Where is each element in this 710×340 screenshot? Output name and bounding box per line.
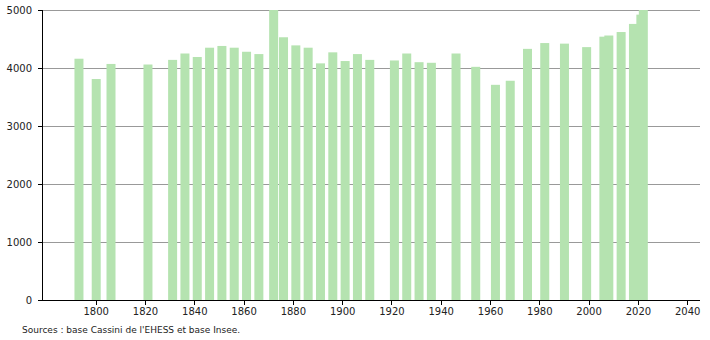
bar <box>415 62 424 300</box>
x-tick <box>539 300 540 305</box>
bar <box>92 79 101 300</box>
y-tick <box>38 184 42 185</box>
y-tick-label: 2000 <box>7 179 32 190</box>
x-tick-label: 1820 <box>133 306 158 317</box>
x-tick-label: 1980 <box>527 306 552 317</box>
y-tick-label: 5000 <box>7 5 32 16</box>
bar <box>365 60 374 300</box>
x-tick-label: 1840 <box>182 306 207 317</box>
y-tick <box>38 126 42 127</box>
y-tick-label: 1000 <box>7 237 32 248</box>
chart-svg: 0 1000 2000 3000 4000 5000 1800 1820 1840 1860 188… <box>0 0 710 340</box>
bar <box>560 44 569 300</box>
x-tick <box>490 300 491 305</box>
bar <box>316 63 325 300</box>
bar <box>193 57 202 300</box>
bar <box>617 32 626 300</box>
x-tick-label: 2020 <box>626 306 651 317</box>
bar <box>582 47 591 300</box>
bars <box>74 10 647 300</box>
x-tick-label: 1960 <box>478 306 503 317</box>
bar <box>491 85 500 300</box>
x-tick-label: 1880 <box>281 306 306 317</box>
bar <box>471 67 480 300</box>
bar <box>168 60 177 300</box>
chart-container: 0 1000 2000 3000 4000 5000 1800 1820 1840 1860 188… <box>0 0 710 340</box>
y-tick <box>38 68 42 69</box>
x-tick <box>391 300 392 305</box>
y-tick <box>38 300 42 301</box>
x-tick <box>441 300 442 305</box>
x-tick <box>194 300 195 305</box>
bar <box>254 54 263 300</box>
x-tick-label: 1940 <box>429 306 454 317</box>
x-tick <box>589 300 590 305</box>
x-tick-label: 1900 <box>330 306 355 317</box>
x-tick <box>96 300 97 305</box>
source: Sources : base Cassini de l'EHESS et bas… <box>22 325 240 335</box>
bar <box>180 54 189 301</box>
x-tick <box>638 300 639 305</box>
x-tick-label: 2040 <box>675 306 700 317</box>
bar <box>304 48 313 300</box>
y-tick-label: 0 <box>26 295 32 306</box>
bar <box>390 60 399 300</box>
bar <box>242 52 251 300</box>
x-tick <box>145 300 146 305</box>
bar <box>291 45 300 300</box>
x-tick-label: 1860 <box>231 306 256 317</box>
bar <box>402 54 411 301</box>
x-tick <box>244 300 245 305</box>
bar <box>452 54 461 301</box>
y-tick-label: 4000 <box>7 63 32 74</box>
bar <box>540 43 549 300</box>
grid-line <box>42 10 700 11</box>
bar <box>269 10 278 300</box>
x-tick-label: 1800 <box>83 306 108 317</box>
bar <box>217 46 226 300</box>
bar <box>107 64 116 300</box>
x-tick-label: 1920 <box>379 306 404 317</box>
y-axis-line <box>42 10 43 300</box>
bar <box>74 59 83 300</box>
y-tick <box>38 242 42 243</box>
bar <box>506 81 515 300</box>
x-tick-label: 2000 <box>576 306 601 317</box>
bar <box>427 63 436 300</box>
bar <box>523 49 532 300</box>
bar <box>205 48 214 300</box>
bar <box>230 48 239 300</box>
bar <box>341 61 350 300</box>
y-tick-label: 3000 <box>7 121 32 132</box>
x-tick <box>293 300 294 305</box>
bar <box>639 10 648 300</box>
y-tick <box>38 10 42 11</box>
x-tick <box>342 300 343 305</box>
bar <box>604 36 613 300</box>
bar <box>353 54 362 300</box>
bar <box>143 65 152 300</box>
x-tick <box>687 300 688 305</box>
bar <box>328 52 337 300</box>
bar <box>279 37 288 300</box>
